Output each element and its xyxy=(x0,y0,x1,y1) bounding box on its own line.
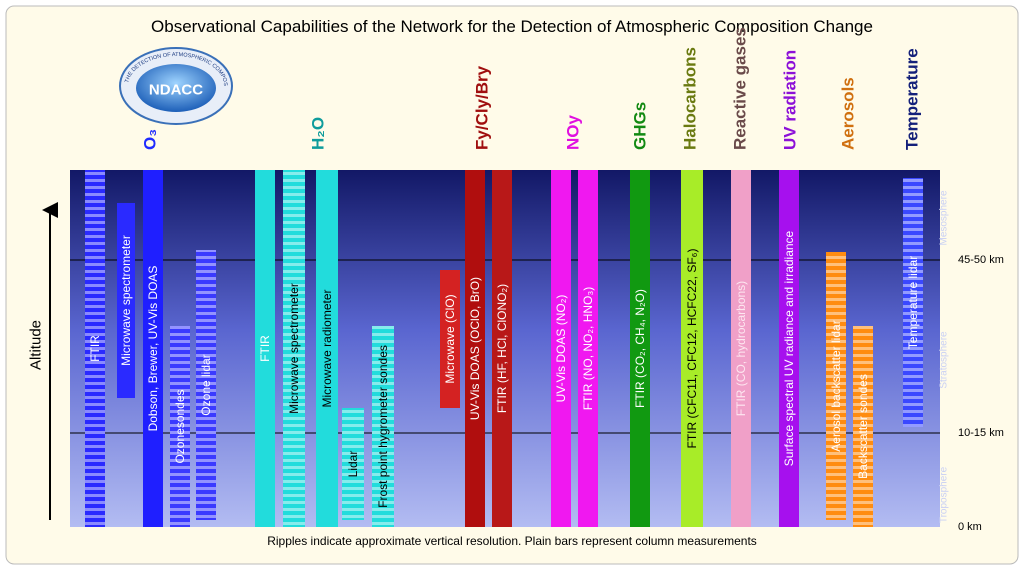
level-label: 0 km xyxy=(958,521,982,533)
instrument-label: Surface spectral UV radiance and irradia… xyxy=(782,230,796,466)
instrument-label: Microwave spectrometer xyxy=(119,235,133,366)
title: Observational Capabilities of the Networ… xyxy=(151,17,873,36)
instrument-label: Dobson, Brewer, UV-Vis DOAS xyxy=(146,266,160,432)
logo-globe xyxy=(136,64,216,112)
layer-label: Mesosphere xyxy=(939,190,950,245)
caption: Ripples indicate approximate vertical re… xyxy=(267,534,757,548)
instrument-bar xyxy=(853,326,873,527)
instrument-label: Microwave (ClO) xyxy=(443,294,457,383)
instrument-label: FTIR xyxy=(88,335,102,362)
instrument-label: Microwave spectrometer xyxy=(287,283,301,414)
instrument-bar xyxy=(143,170,163,527)
instrument-label: FTIR (CFC11, CFC12, HCFC22, SF₆) xyxy=(685,249,699,449)
instrument-bar xyxy=(117,203,135,398)
instrument-label: Ozone lidar xyxy=(199,354,213,415)
instrument-bar xyxy=(779,170,799,527)
instrument-label: Temperature lidar xyxy=(906,256,920,349)
group-heading: O₃ xyxy=(141,129,160,150)
instrument-label: Microwave radiometer xyxy=(320,289,334,407)
logo-text: NDACC xyxy=(149,82,203,99)
axis-label: Altitude xyxy=(28,320,45,370)
instrument-label: UV-Vis DOAS (NO₂) xyxy=(554,295,568,403)
group-heading: Aerosols xyxy=(839,77,858,150)
instrument-label: FTIR xyxy=(258,335,272,362)
group-heading: Reactive gases xyxy=(731,27,750,150)
instrument-bar xyxy=(283,170,305,527)
instrument-bar xyxy=(465,170,485,527)
content: 45-50 km 10-15 km 0 km Mesosphere Stratosphe… xyxy=(85,27,1004,533)
instrument-bar xyxy=(372,326,394,527)
instrument-bar xyxy=(85,170,105,527)
instrument-bar xyxy=(903,178,923,427)
layer-label: Troposphere xyxy=(939,466,950,523)
instrument-bar xyxy=(681,170,703,527)
instrument-label: UV-Vis DOAS (OClO, BrO) xyxy=(468,277,482,420)
instrument-bar xyxy=(492,170,512,527)
instrument-label: Frost point hygrometer sondes xyxy=(376,345,390,508)
group-heading: Fy/Cly/Bry xyxy=(473,65,492,150)
instrument-bar xyxy=(196,250,216,520)
group-heading: Halocarbons xyxy=(681,47,700,150)
instrument-label: Ozonesondes xyxy=(173,389,187,463)
group-heading: GHGs xyxy=(631,102,650,150)
group-heading: NOy xyxy=(564,115,583,151)
instrument-label: Aerosol backscatter lidar xyxy=(829,320,843,451)
instrument-label: FTIR (NO, NO₂, HNO₃) xyxy=(581,287,595,411)
instrument-label: Lidar xyxy=(346,451,360,478)
instrument-bar xyxy=(170,326,190,527)
layer-label: Stratosphere xyxy=(939,331,950,389)
instrument-label: Backscatter sondes xyxy=(856,374,870,479)
instrument-bar xyxy=(255,170,275,527)
group-heading: Temperature xyxy=(903,48,922,150)
instrument-label: FTIR (CO, hydrocarbons) xyxy=(734,281,748,416)
group-heading: UV radiation xyxy=(781,50,800,150)
instrument-bar xyxy=(630,170,650,527)
instrument-bar xyxy=(731,170,751,527)
group-heading: H₂O xyxy=(309,117,328,150)
instrument-bar xyxy=(440,270,460,408)
instrument-bar xyxy=(578,170,598,527)
instrument-bar xyxy=(551,170,571,527)
level-label: 10-15 km xyxy=(958,427,1004,439)
instrument-bar xyxy=(342,408,364,520)
level-label: 45-50 km xyxy=(958,254,1004,266)
instrument-bar xyxy=(316,170,338,527)
instrument-bar xyxy=(826,252,846,520)
instrument-label: FTIR (HF, HCl, ClONO₂) xyxy=(495,284,509,413)
instrument-label: FTIR (CO₂, CH₄, N₂O) xyxy=(633,289,647,408)
